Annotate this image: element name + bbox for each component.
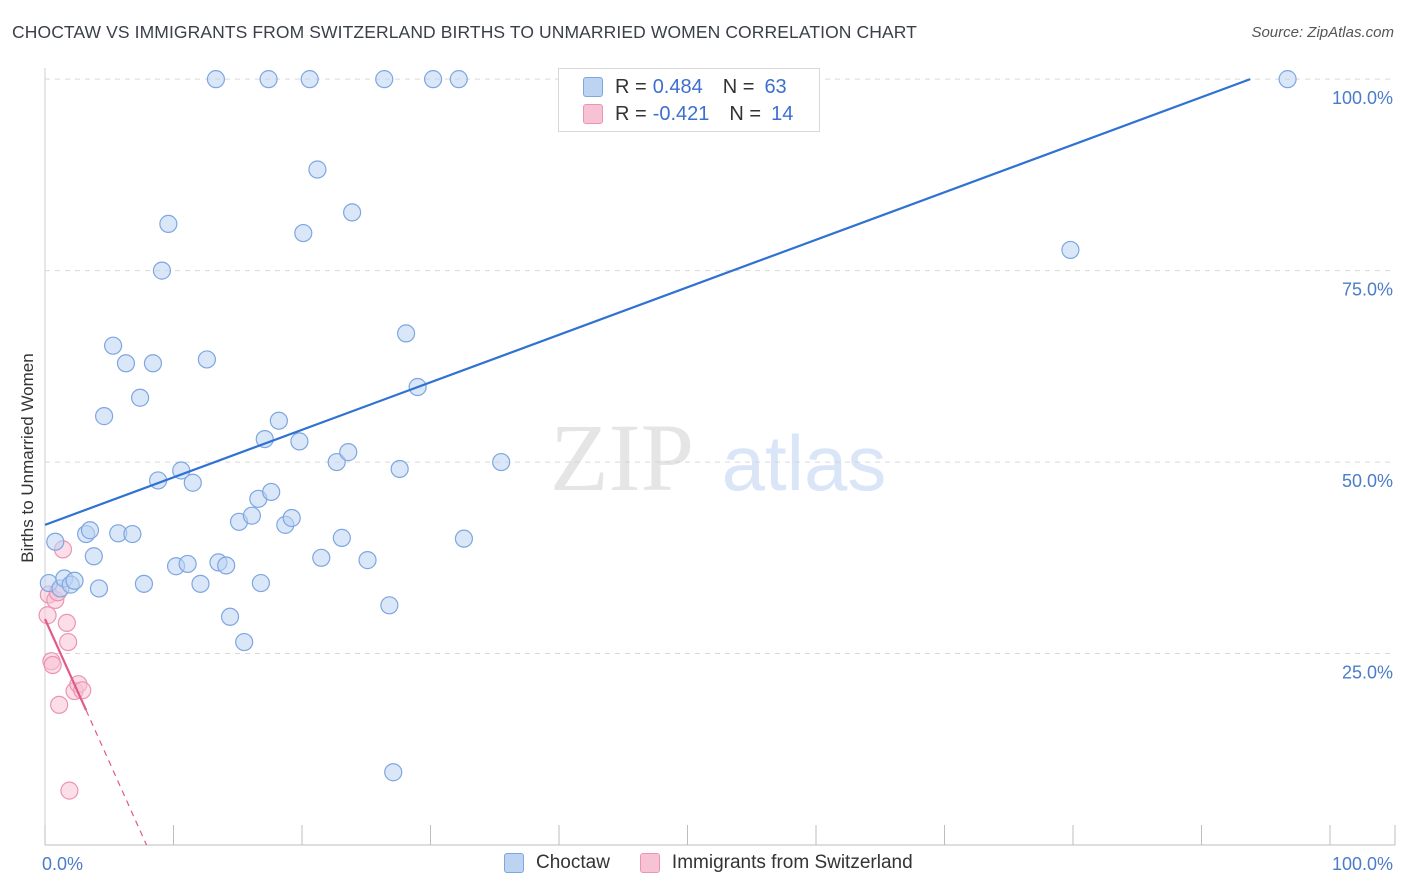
x-tick-label-min: 0.0%: [42, 854, 83, 874]
watermark-atlas: atlas: [722, 419, 887, 507]
choctaw-point: [358, 551, 377, 570]
switzerland-point: [60, 781, 79, 800]
switzerland-point: [43, 655, 62, 675]
switzerland-point: [57, 613, 76, 633]
legend-item-switzerland[interactable]: Immigrants from Switzerland: [639, 852, 913, 874]
legend-swatch-switzerland: [639, 853, 660, 873]
choctaw-point: [375, 70, 394, 89]
legend-swatch-choctaw: [504, 853, 524, 873]
legend-row-choctaw: R = 0.484 N = 63: [583, 75, 787, 99]
legend-label-choctaw: Choctaw: [536, 852, 610, 873]
y-tick-label: 75.0%: [1342, 280, 1393, 300]
choctaw-point: [95, 407, 114, 426]
choctaw-point: [220, 607, 240, 626]
choctaw-point: [197, 350, 217, 369]
choctaw-point: [206, 70, 226, 89]
choctaw-point: [143, 354, 163, 373]
choctaw-trend-line: [44, 78, 1251, 526]
legend-r-value-choctaw: 0.484: [652, 75, 703, 98]
series-choctaw-points: [39, 70, 1297, 782]
choctaw-point: [269, 411, 288, 430]
choctaw-point: [65, 571, 84, 590]
choctaw-point: [235, 632, 254, 652]
switzerland-point: [38, 606, 57, 625]
choctaw-point: [390, 459, 409, 479]
choctaw-point: [46, 532, 65, 551]
y-tick-label: 25.0%: [1342, 663, 1393, 683]
legend-swatch-choctaw: [583, 77, 603, 97]
choctaw-point: [339, 443, 358, 462]
choctaw-point: [343, 203, 362, 222]
choctaw-point: [130, 388, 150, 407]
choctaw-point: [327, 452, 346, 472]
x-tick-label-max: 100.0%: [1332, 854, 1393, 874]
switzerland-point: [59, 632, 78, 652]
choctaw-point: [454, 529, 474, 548]
watermark-zip: ZIP: [550, 404, 694, 511]
choctaw-point: [80, 521, 100, 540]
choctaw-point: [1278, 70, 1297, 89]
choctaw-point: [255, 429, 274, 449]
y-tick-label: 100.0%: [1332, 88, 1393, 108]
choctaw-point: [159, 214, 178, 233]
legend-item-choctaw[interactable]: Choctaw: [504, 852, 610, 874]
chart-title: CHOCTAW VS IMMIGRANTS FROM SWITZERLAND B…: [12, 22, 917, 42]
legend-r-label: R =: [615, 75, 647, 98]
series-legend: Choctaw Immigrants from Switzerland: [504, 852, 943, 874]
source-credit: Source: ZipAtlas.com: [1251, 24, 1394, 41]
legend-r-label: R =: [615, 102, 647, 125]
choctaw-point: [152, 261, 172, 280]
legend-n-value-choctaw: 63: [764, 75, 787, 98]
choctaw-point: [380, 596, 399, 615]
choctaw-point: [217, 556, 236, 575]
choctaw-point: [308, 160, 327, 179]
switzerland-point: [50, 695, 69, 714]
legend-n-label: N =: [729, 102, 762, 125]
legend-n-value-switzerland: 14: [771, 102, 794, 125]
choctaw-point: [290, 432, 309, 451]
legend-row-switzerland: R = -0.421 N = 14: [583, 102, 793, 126]
y-tick-label: 50.0%: [1342, 471, 1393, 491]
choctaw-point: [384, 763, 403, 782]
choctaw-point: [178, 554, 197, 574]
gridlines: [45, 78, 1395, 655]
choctaw-point: [134, 574, 154, 593]
choctaw-point: [183, 473, 202, 492]
switzerland-trend-line: [43, 618, 88, 711]
choctaw-point: [84, 547, 103, 566]
legend-r-value-switzerland: -0.421: [652, 102, 710, 125]
legend-n-label: N =: [722, 75, 755, 98]
choctaw-point: [282, 508, 301, 528]
choctaw-point: [116, 354, 136, 373]
choctaw-point: [242, 506, 261, 525]
choctaw-point: [89, 579, 109, 598]
choctaw-point: [259, 70, 278, 89]
choctaw-point: [251, 573, 270, 593]
choctaw-point: [332, 528, 351, 547]
choctaw-point: [492, 452, 511, 472]
choctaw-point: [396, 324, 416, 343]
choctaw-point: [123, 524, 142, 544]
choctaw-point: [423, 70, 443, 89]
choctaw-point: [1061, 240, 1080, 260]
choctaw-point: [262, 482, 281, 502]
choctaw-point: [191, 574, 210, 593]
axes: [44, 68, 1396, 846]
choctaw-point: [104, 336, 123, 355]
tick-labels: 25.0% 50.0% 75.0% 100.0% 0.0% 100.0%: [42, 88, 1393, 874]
switzerland-trend-extension: [85, 709, 148, 846]
correlation-legend: R = 0.484 N = 63 R = -0.421 N = 14: [558, 68, 820, 132]
legend-swatch-switzerland: [583, 104, 603, 124]
choctaw-point: [294, 223, 313, 243]
choctaw-point: [312, 548, 331, 567]
choctaw-point: [449, 70, 468, 89]
choctaw-point: [300, 70, 319, 89]
trend-lines: [43, 78, 1251, 846]
legend-label-switzerland: Immigrants from Switzerland: [671, 852, 913, 873]
